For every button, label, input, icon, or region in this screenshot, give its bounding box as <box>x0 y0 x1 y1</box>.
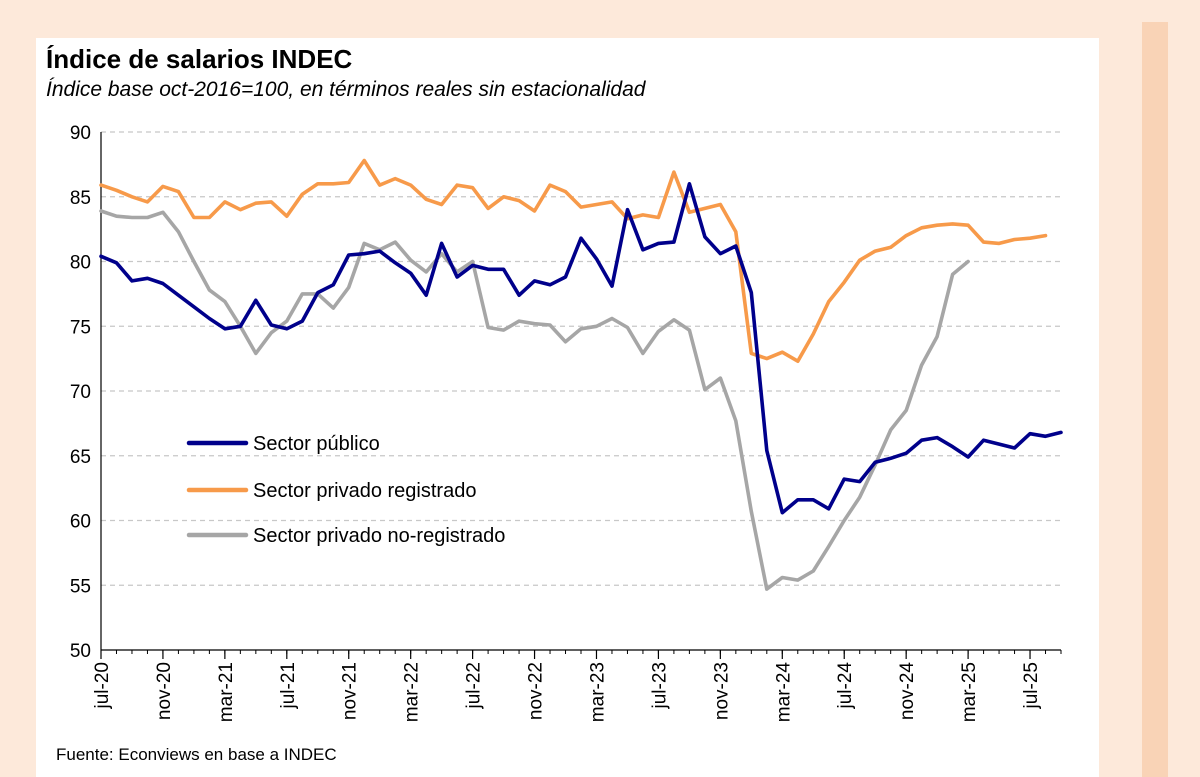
x-tick-label: jul-21 <box>278 662 299 709</box>
series-line-2 <box>99 209 970 591</box>
x-tick-label: mar-24 <box>773 662 794 723</box>
x-tick-label: mar-25 <box>959 662 980 722</box>
x-tick-label: mar-22 <box>402 662 423 722</box>
x-tick-label: jul-22 <box>464 662 485 709</box>
y-tick-label: 90 <box>70 123 91 144</box>
legend-label: Sector privado registrado <box>253 480 476 502</box>
y-tick-label: 65 <box>70 447 91 468</box>
y-tick-label: 70 <box>70 382 91 403</box>
y-tick-label: 50 <box>70 641 91 662</box>
y-tick-label: 60 <box>70 512 91 533</box>
x-tick-label: mar-23 <box>587 662 608 722</box>
chart-title: Índice de salarios INDEC <box>46 44 353 74</box>
y-tick-label: 75 <box>70 317 91 338</box>
y-tick-label: 55 <box>70 576 91 597</box>
y-tick-label: 80 <box>70 253 91 274</box>
x-tick-label: jul-23 <box>649 662 670 709</box>
x-tick-label: mar-21 <box>216 662 237 722</box>
y-tick-label: 85 <box>70 188 91 209</box>
line-chart: 50 55 60 65 70 75 80 85 90 jul-20 nov-20 mar-21 jul-… <box>70 123 1063 723</box>
x-tick-label: nov-24 <box>897 662 918 721</box>
right-decorative-strip <box>1142 22 1168 777</box>
x-tick-label: nov-21 <box>340 662 361 720</box>
x-tick-label: nov-23 <box>711 662 732 720</box>
legend-label: Sector privado no-registrado <box>253 525 505 547</box>
x-tick-label: jul-20 <box>92 662 113 709</box>
chart-subtitle: Índice base oct-2016=100, en términos re… <box>46 78 646 101</box>
x-tick-label: jul-24 <box>835 662 856 710</box>
x-tick-label: jul-25 <box>1021 662 1042 709</box>
series-line-1 <box>99 158 1048 364</box>
legend-label: Sector público <box>253 433 380 455</box>
x-tick-label: nov-20 <box>154 662 175 720</box>
source-note: Fuente: Econviews en base a INDEC <box>56 745 337 764</box>
series-line-0 <box>99 182 1063 515</box>
x-tick-label: nov-22 <box>526 662 547 720</box>
chart-card: Índice de salarios INDEC Índice base oct… <box>36 38 1099 777</box>
